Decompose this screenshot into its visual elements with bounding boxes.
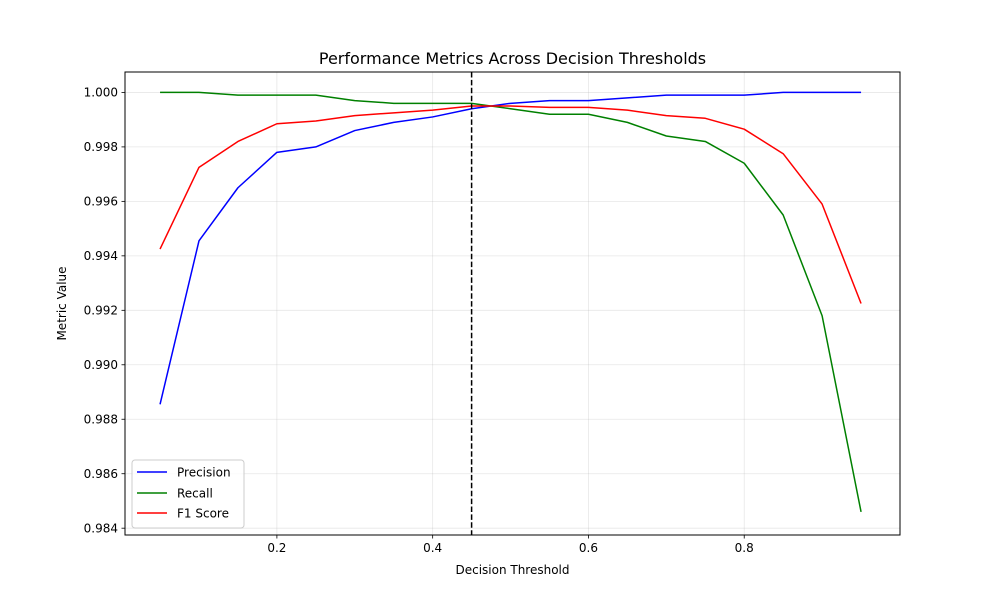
legend-label-f1: F1 Score [177,507,229,521]
y-tick-label: 0.998 [84,140,118,154]
y-tick-label: 0.984 [84,521,118,535]
y-tick-label: 0.996 [84,195,118,209]
plot-frame [124,71,901,536]
y-tick-label: 1.000 [84,86,118,100]
chart-title: Performance Metrics Across Decision Thre… [319,49,706,68]
series-lines [159,91,862,512]
series-line-recall [160,91,862,512]
legend: Precision Recall F1 Score [131,459,245,529]
series-line-f1-score [159,105,862,304]
grid [125,72,900,535]
legend-label-precision: Precision [177,466,231,480]
legend-box [131,459,245,529]
x-tick-label: 0.4 [423,541,442,555]
axis-ticks: 0.2 0.4 0.6 0.8 0.984 0.986 0.988 0.990 0.992 0.9… [84,86,754,555]
y-tick-label: 0.994 [84,249,118,263]
y-tick-label: 0.992 [84,304,118,318]
y-tick-label: 0.988 [84,413,118,427]
legend-label-recall: Recall [177,487,213,501]
y-tick-label: 0.990 [84,358,118,372]
x-tick-label: 0.8 [735,541,754,555]
y-tick-label: 0.986 [84,467,118,481]
y-axis-title: Metric Value [55,266,69,340]
x-tick-label: 0.2 [267,541,286,555]
x-tick-label: 0.6 [579,541,598,555]
series-line-precision [159,91,862,405]
x-axis-title: Decision Threshold [455,563,569,577]
